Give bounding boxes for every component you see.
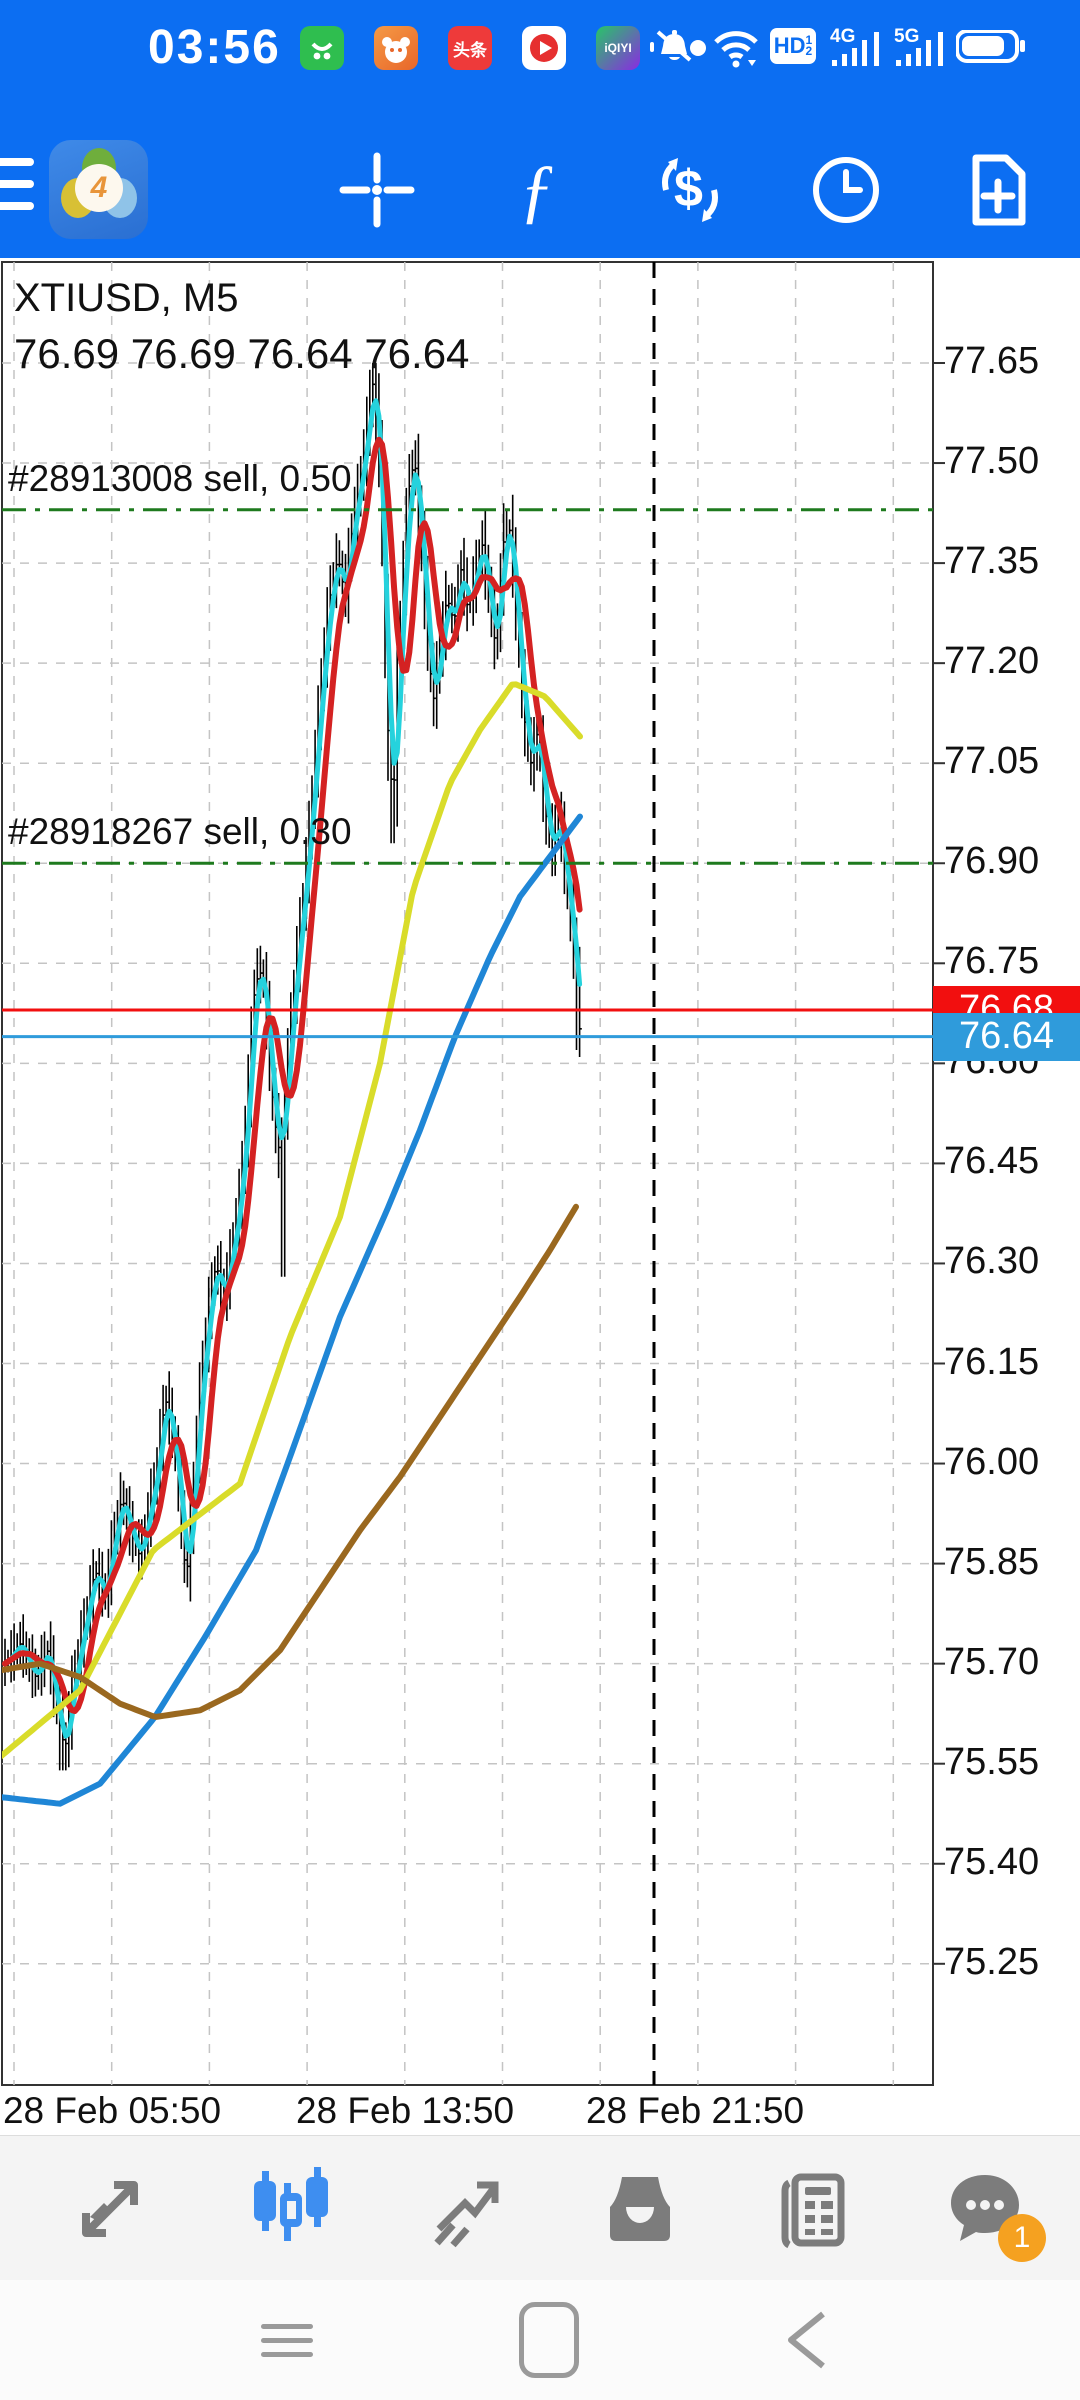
price-tick-label: 75.85 (944, 1540, 1040, 1583)
last-price-badge: 76.64 (933, 1012, 1080, 1061)
indicators-icon[interactable]: ƒ (519, 149, 555, 230)
crosshair-icon[interactable] (337, 150, 417, 230)
toutiao-app-icon: 头条 (448, 26, 492, 70)
price-tick-label: 77.20 (944, 640, 1040, 683)
top-blue-bar: 03:56 头条 iQIYI (0, 0, 1080, 258)
tab-news[interactable] (760, 2154, 870, 2264)
market-app-icon (300, 26, 344, 70)
nav-home-button[interactable] (509, 2302, 589, 2378)
sell-order-label: #28913008 sell, 0.50 (8, 457, 352, 499)
tab-history[interactable] (585, 2154, 695, 2264)
price-tick-label: 76.30 (944, 1240, 1040, 1283)
time-axis-label: 28 Feb 05:50 (2, 2090, 222, 2131)
bottom-tab-bar: 1 (0, 2135, 1080, 2281)
tab-charts-active[interactable] (235, 2154, 345, 2264)
price-tick-label: 77.50 (944, 440, 1040, 483)
video-app-icon (522, 26, 566, 70)
price-tick-label: 76.00 (944, 1440, 1040, 1483)
price-tick-label: 75.55 (944, 1740, 1040, 1783)
hd-voice-icon: HD 1 2 (770, 28, 816, 64)
signal-5g-icon: 5G (894, 24, 946, 75)
metatrader-logo[interactable]: 4 (49, 140, 148, 239)
chart-ohlc-header: 76.69 76.69 76.64 76.64 (14, 330, 470, 377)
price-tick-label: 77.65 (944, 340, 1040, 382)
ma-mid-yellow (2, 681, 583, 1760)
price-tick-label: 75.70 (944, 1640, 1040, 1683)
nav-back-button[interactable] (767, 2302, 847, 2378)
iqiyi-app-icon: iQIYI (596, 26, 640, 70)
price-tick-label: 76.45 (944, 1140, 1040, 1183)
new-order-icon[interactable] (958, 150, 1038, 230)
ma-fast-red (2, 436, 583, 1714)
android-nav-bar: ƒ@原油基金 (0, 2280, 1080, 2400)
signal-4g-icon: 4G (830, 24, 882, 75)
price-tick-label: 75.25 (944, 1940, 1040, 1983)
message-count-badge: 1 (998, 2214, 1046, 2262)
status-clock: 03:56 (148, 21, 281, 74)
chart-area[interactable]: XTIUSD, M5 76.69 76.69 76.64 76.64 77.65… (0, 258, 1080, 2135)
tab-quotes[interactable] (55, 2154, 165, 2264)
history-clock-icon[interactable] (806, 150, 886, 230)
time-axis-label: 28 Feb 13:50 (295, 2090, 515, 2131)
svg-text:5G: 5G (894, 26, 919, 47)
sell-order-label: #28918267 sell, 0.30 (8, 811, 352, 853)
price-chart-canvas[interactable] (0, 258, 1080, 2135)
chart-symbol-header: XTIUSD, M5 (14, 276, 239, 320)
price-tick-label: 76.75 (944, 940, 1040, 983)
plot-border (1, 261, 934, 2086)
svg-text:4G: 4G (830, 26, 855, 47)
status-bar: 03:56 头条 iQIYI (0, 0, 1080, 92)
price-tick-label: 76.15 (944, 1340, 1040, 1383)
menu-hamburger-icon[interactable] (0, 158, 34, 222)
tab-trade[interactable] (410, 2154, 520, 2264)
price-tick-label: 76.90 (944, 840, 1040, 883)
price-tick-label: 75.40 (944, 1840, 1040, 1883)
ma-slow-blue (2, 813, 583, 1807)
tab-messages[interactable]: 1 (930, 2154, 1046, 2264)
wifi-icon (712, 26, 760, 75)
price-tick-label: 77.05 (944, 740, 1040, 783)
mute-vibrate-icon (648, 28, 700, 77)
time-axis-label: 28 Feb 21:50 (585, 2090, 805, 2131)
price-tick-label: 77.35 (944, 540, 1040, 583)
battery-icon (955, 29, 1026, 69)
logo-number-4: 4 (75, 164, 123, 212)
svg-text:$: $ (674, 160, 703, 218)
ma-fast-cyan (2, 398, 583, 1739)
festival-app-icon (374, 26, 418, 70)
ma-slowest-brown (2, 1203, 579, 1720)
nav-menu-button[interactable] (247, 2302, 327, 2378)
trade-exchange-icon[interactable]: $ (650, 150, 730, 230)
